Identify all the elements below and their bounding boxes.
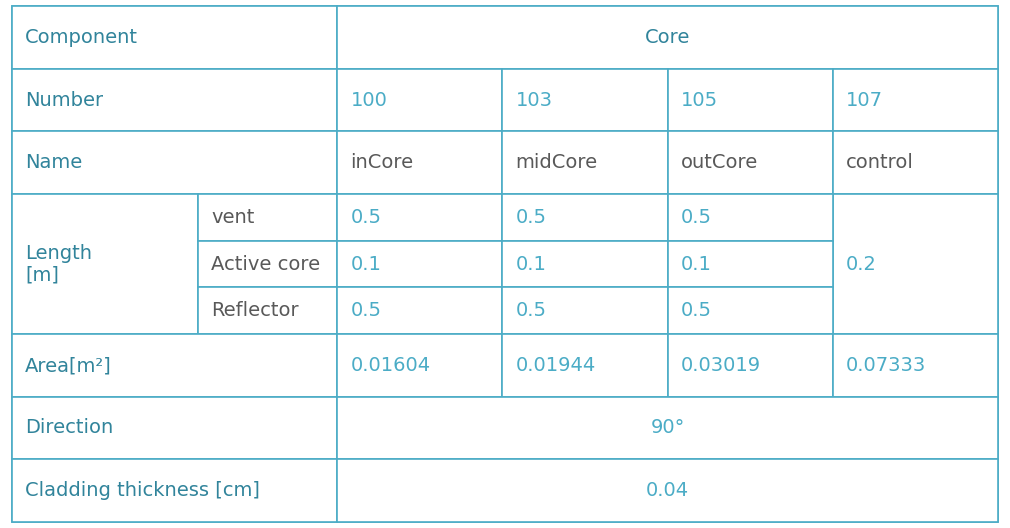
Bar xyxy=(832,334,998,397)
Text: Core: Core xyxy=(645,28,690,47)
Text: 107: 107 xyxy=(845,90,883,109)
Text: 90°: 90° xyxy=(650,419,685,438)
Text: Reflector: Reflector xyxy=(211,301,299,320)
Bar xyxy=(12,334,337,397)
Bar xyxy=(502,131,668,194)
Text: 103: 103 xyxy=(515,90,552,109)
Bar xyxy=(198,194,337,241)
Bar xyxy=(502,69,668,131)
Text: 0.03019: 0.03019 xyxy=(681,356,761,375)
Text: 0.1: 0.1 xyxy=(681,254,712,274)
Bar xyxy=(12,194,198,334)
Text: 0.07333: 0.07333 xyxy=(845,356,926,375)
Text: 0.5: 0.5 xyxy=(350,208,382,227)
Text: 0.5: 0.5 xyxy=(350,301,382,320)
Bar xyxy=(668,241,832,287)
Bar xyxy=(12,459,337,522)
Text: 0.04: 0.04 xyxy=(646,481,689,500)
Bar xyxy=(337,241,502,287)
Text: Number: Number xyxy=(25,90,103,109)
Bar xyxy=(502,334,668,397)
Text: 0.5: 0.5 xyxy=(681,208,712,227)
Text: control: control xyxy=(845,153,914,172)
Bar xyxy=(502,194,668,241)
Text: Component: Component xyxy=(25,28,138,47)
Bar xyxy=(668,194,832,241)
Bar xyxy=(668,131,832,194)
Bar xyxy=(832,131,998,194)
Bar xyxy=(198,241,337,287)
Text: inCore: inCore xyxy=(350,153,413,172)
Text: Name: Name xyxy=(25,153,83,172)
Bar xyxy=(668,287,832,334)
Text: 0.5: 0.5 xyxy=(515,208,546,227)
Bar xyxy=(198,287,337,334)
Text: midCore: midCore xyxy=(515,153,598,172)
Bar xyxy=(337,287,502,334)
Text: Direction: Direction xyxy=(25,419,113,438)
Text: 0.5: 0.5 xyxy=(515,301,546,320)
Text: 100: 100 xyxy=(350,90,387,109)
Text: 0.1: 0.1 xyxy=(350,254,381,274)
Bar xyxy=(832,194,998,334)
Text: 0.1: 0.1 xyxy=(515,254,546,274)
Bar xyxy=(337,6,998,69)
Bar xyxy=(337,194,502,241)
Text: outCore: outCore xyxy=(681,153,758,172)
Bar xyxy=(668,334,832,397)
Bar xyxy=(12,6,337,69)
Bar xyxy=(337,131,502,194)
Bar xyxy=(502,287,668,334)
Bar xyxy=(832,69,998,131)
Bar xyxy=(12,397,337,459)
Bar xyxy=(668,69,832,131)
Text: 0.2: 0.2 xyxy=(845,254,877,274)
Text: Area[m²]: Area[m²] xyxy=(25,356,112,375)
Text: 0.5: 0.5 xyxy=(681,301,712,320)
Text: 0.01944: 0.01944 xyxy=(515,356,596,375)
Bar xyxy=(12,69,337,131)
Bar xyxy=(337,69,502,131)
Bar xyxy=(337,397,998,459)
Text: 0.01604: 0.01604 xyxy=(350,356,430,375)
Bar xyxy=(12,131,337,194)
Bar xyxy=(337,459,998,522)
Bar xyxy=(337,334,502,397)
Text: vent: vent xyxy=(211,208,255,227)
Bar xyxy=(502,241,668,287)
Text: 105: 105 xyxy=(681,90,718,109)
Text: Length
[m]: Length [m] xyxy=(25,243,92,285)
Text: Cladding thickness [cm]: Cladding thickness [cm] xyxy=(25,481,261,500)
Text: Active core: Active core xyxy=(211,254,320,274)
